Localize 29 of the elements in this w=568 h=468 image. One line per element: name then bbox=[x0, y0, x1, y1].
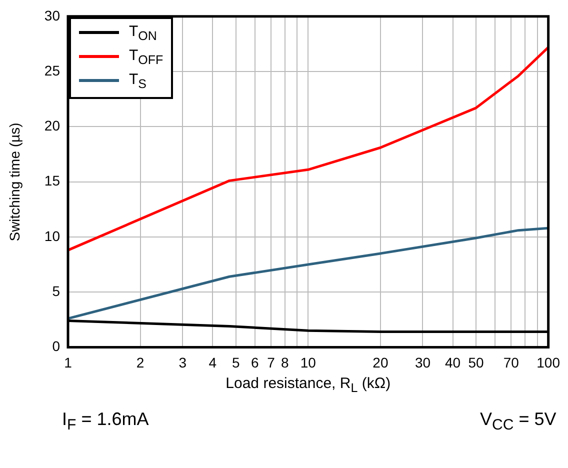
y-tick-label: 25 bbox=[44, 62, 60, 78]
legend-label: T$_{ON}$ bbox=[128, 22, 158, 46]
x-tick-label: 8 bbox=[280, 354, 289, 370]
x-tick-label: 10 bbox=[300, 354, 316, 370]
legend-label: T$_{S}$ bbox=[128, 70, 148, 94]
x-tick-label: 40 bbox=[444, 354, 461, 370]
x-tick-label: 3 bbox=[178, 354, 187, 370]
y-tick-label: 20 bbox=[44, 118, 60, 134]
text: V$_{CC}$ = 5V bbox=[480, 409, 556, 434]
y-tick-label: 10 bbox=[44, 228, 60, 244]
y-axis-title: Switching time (µs) bbox=[6, 122, 22, 242]
x-tick-label: 2 bbox=[136, 354, 144, 370]
x-tick-label: 70 bbox=[503, 354, 520, 370]
x-tick-label: 20 bbox=[372, 354, 388, 370]
y-tick-label: 5 bbox=[52, 282, 60, 299]
x-tick-label: 6 bbox=[250, 354, 259, 370]
text: I$_{F}$ = 1.6mA bbox=[62, 409, 149, 434]
x-tick-label: 50 bbox=[468, 354, 484, 370]
x-tick-label: 1 bbox=[64, 354, 72, 370]
x-tick-label: 30 bbox=[414, 354, 431, 370]
y-tick-label: 15 bbox=[44, 172, 60, 189]
x-tick-label: 7 bbox=[267, 354, 276, 370]
y-tick-label: 30 bbox=[44, 7, 60, 24]
x-axis-title: Load resistance, R$_{L}$ (kΩ) bbox=[226, 375, 391, 396]
legend-label: T$_{OFF}$ bbox=[128, 46, 164, 70]
x-tick-label: 5 bbox=[232, 354, 240, 370]
y-tick-label: 0 bbox=[52, 338, 60, 354]
x-tick-label: 4 bbox=[208, 354, 217, 370]
x-tick-label: 100 bbox=[536, 354, 560, 370]
